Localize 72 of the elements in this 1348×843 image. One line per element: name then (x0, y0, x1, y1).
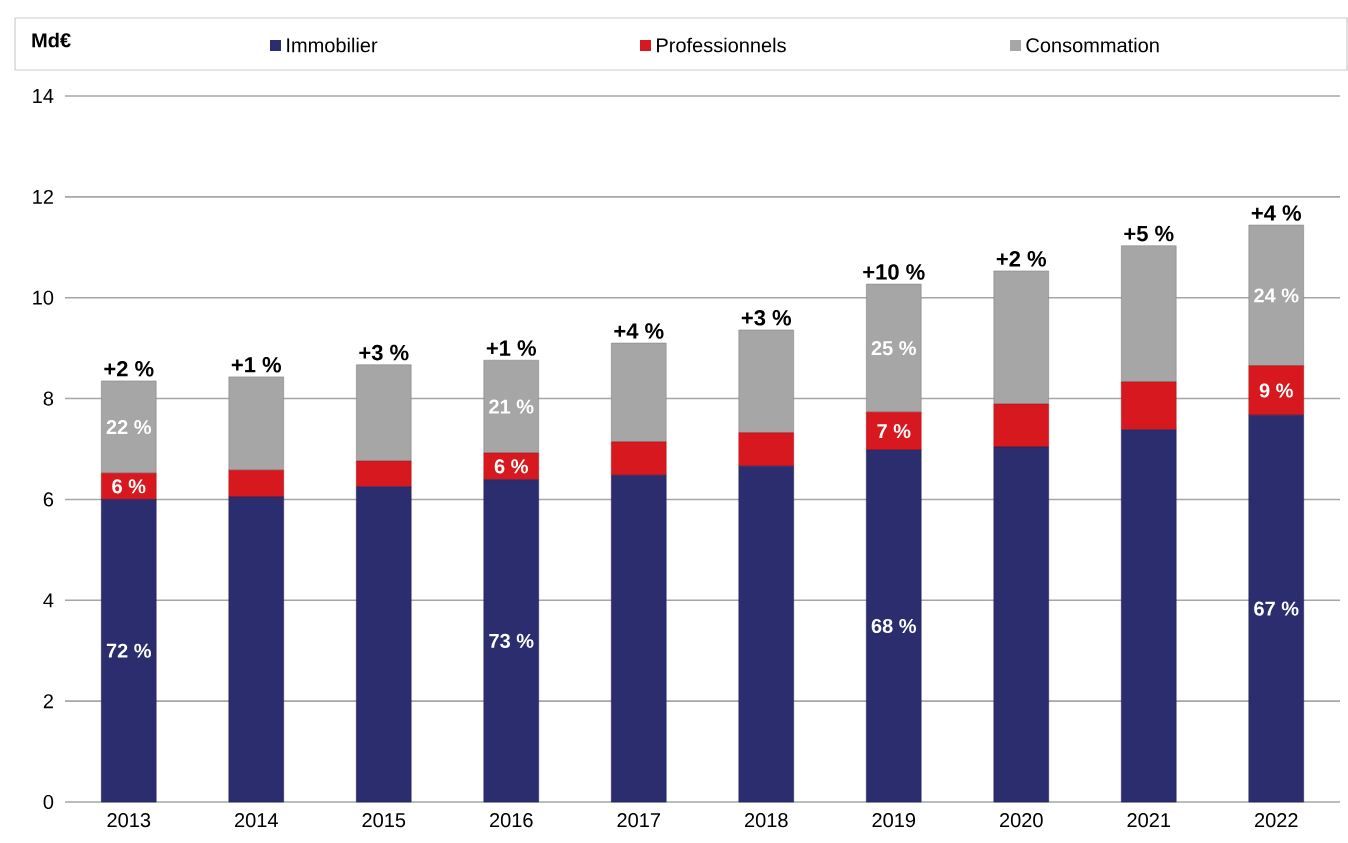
annotation: +5 % (1124, 225, 1174, 242)
annotation: 6 % (494, 459, 528, 474)
x-tick-label: 2020 (1000, 813, 1043, 828)
annotation: +3 % (741, 309, 792, 326)
annotation: 72 % (106, 643, 152, 658)
bar (1121, 381, 1177, 431)
bar (1121, 429, 1177, 803)
bar (1248, 414, 1304, 803)
annotation: +2 % (104, 361, 154, 377)
annotation: 6 % (112, 479, 146, 494)
bar (611, 342, 667, 443)
x-tick-label: 2017 (617, 813, 660, 828)
x-tick-label: 2018 (745, 813, 788, 828)
annotation: +2 % (996, 251, 1047, 267)
annotation: 21 % (489, 399, 534, 414)
annotation: 67 % (1254, 601, 1299, 616)
annotation: 25 % (871, 341, 917, 356)
bar (1248, 365, 1304, 416)
bar (1248, 224, 1304, 367)
bar (866, 449, 922, 803)
annotation: 22 % (106, 420, 152, 435)
annotation: +1 % (486, 340, 537, 356)
bar (738, 329, 794, 434)
annotation: 9 % (1259, 383, 1293, 398)
bar (866, 411, 922, 451)
x-tick-label: 2013 (107, 813, 151, 828)
legend-label: Immobilier (287, 37, 378, 53)
bar (228, 376, 284, 471)
legend-label: Professionnels (657, 37, 786, 53)
bar (101, 499, 157, 803)
y-tick-label: 0 (43, 794, 54, 810)
bar (993, 403, 1049, 448)
bar (356, 460, 412, 488)
bar (1121, 245, 1177, 383)
bar (228, 469, 284, 498)
x-tick-label: 2014 (235, 813, 278, 828)
annotation: +10 % (863, 264, 925, 280)
legend-label: Consommation (1026, 37, 1159, 53)
annotation: 7 % (877, 424, 911, 439)
annotation: +4 % (1251, 205, 1302, 221)
annotation: 24 % (1254, 288, 1299, 303)
y-tick-label: 14 (33, 89, 54, 103)
y-axis-title: Md€ (32, 32, 71, 48)
bar (611, 474, 667, 803)
bar (738, 432, 794, 467)
annotation: +1 % (231, 357, 282, 373)
y-tick-label: 4 (43, 593, 54, 608)
x-tick-label: 2015 (362, 813, 406, 828)
y-tick-label: 12 (33, 189, 53, 204)
bar (356, 364, 412, 462)
bar (228, 496, 284, 803)
bar (611, 441, 667, 476)
bar (738, 465, 794, 803)
x-tick-label: 2022 (1255, 813, 1298, 828)
annotation: 68 % (871, 618, 917, 634)
annotation: +4 % (614, 323, 664, 339)
bar (101, 380, 157, 474)
bar (483, 359, 539, 454)
annotation: 73 % (489, 633, 534, 648)
bar (866, 283, 922, 413)
x-tick-label: 2016 (490, 813, 533, 828)
bar (356, 486, 412, 803)
y-tick-label: 6 (43, 492, 54, 507)
y-tick-label: 10 (33, 290, 54, 305)
bar (993, 446, 1049, 803)
x-tick-label: 2019 (872, 813, 916, 828)
x-tick-label: 2021 (1127, 813, 1171, 828)
bar (483, 479, 539, 803)
annotation: +3 % (359, 344, 409, 361)
y-tick-label: 8 (43, 391, 54, 406)
bar (993, 270, 1049, 405)
y-tick-label: 2 (43, 694, 53, 709)
